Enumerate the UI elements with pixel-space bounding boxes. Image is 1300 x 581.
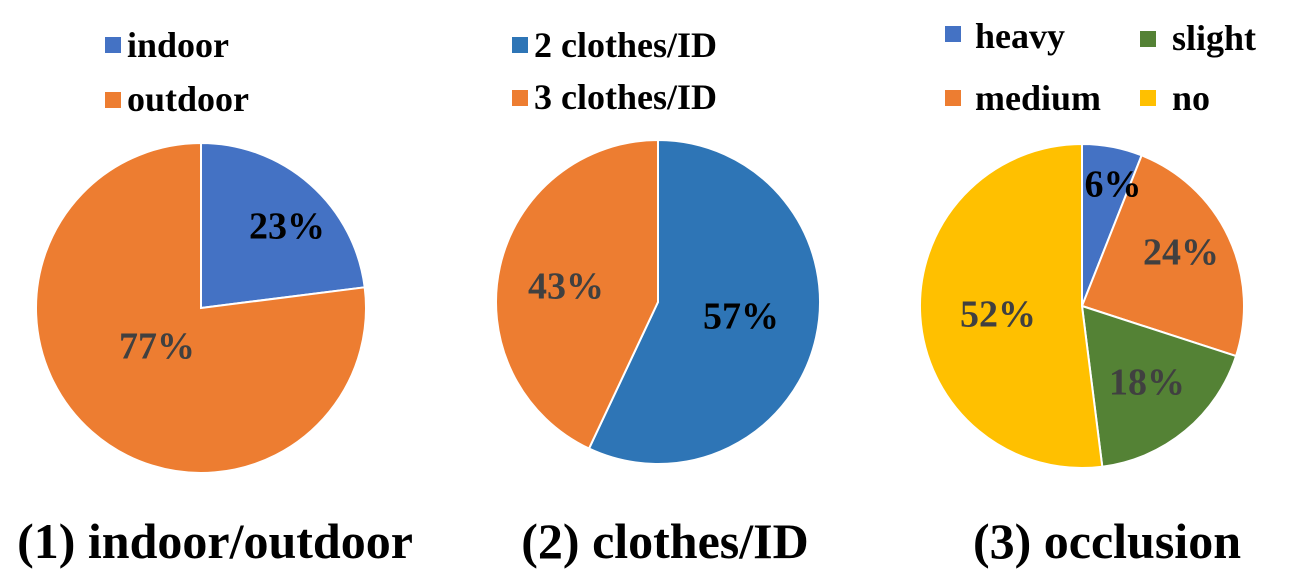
legend-label-outdoor: outdoor bbox=[127, 79, 249, 119]
pie-slice-outdoor bbox=[35, 141, 367, 474]
legend-label-indoor: indoor bbox=[127, 25, 229, 65]
legend-label-medium: medium bbox=[975, 78, 1101, 118]
legend-label-3-clothes-id: 3 clothes/ID bbox=[534, 77, 717, 117]
pie-slice-medium bbox=[1080, 154, 1245, 358]
data-label-indoor: 23% bbox=[249, 206, 325, 248]
data-label-outdoor: 77% bbox=[119, 326, 195, 368]
chart-caption: (2) clothes/ID bbox=[521, 513, 808, 569]
chart-clothes-per-id: 57% 43% 2 clothes/ID 3 clothes/ID (2) clothe… bbox=[495, 25, 821, 569]
pie-slice-indoor bbox=[200, 141, 366, 310]
legend-label-no: no bbox=[1172, 78, 1210, 118]
data-label-medium: 24% bbox=[1143, 232, 1219, 274]
pie-slice-no bbox=[918, 142, 1104, 469]
chart-caption: (1) indoor/outdoor bbox=[17, 513, 413, 569]
data-label-slight: 18% bbox=[1109, 362, 1185, 404]
legend-swatch-no bbox=[1140, 90, 1156, 106]
legend-label-2-clothes-id: 2 clothes/ID bbox=[534, 25, 717, 65]
chart-occlusion: 6%24% 18% 52% heavy medium slight no (3) occlus… bbox=[918, 16, 1256, 569]
chart-indoor-outdoor: 23% 77% indoor outdoor (1) indoor/outdoor bbox=[17, 25, 413, 569]
legend-label-heavy: heavy bbox=[975, 16, 1065, 56]
data-label-heavy: 6% bbox=[1085, 164, 1142, 206]
legend-swatch-indoor bbox=[105, 37, 121, 53]
data-label-no: 52% bbox=[960, 294, 1036, 336]
legend-swatch-medium bbox=[945, 90, 961, 106]
legend-swatch-heavy bbox=[945, 26, 961, 42]
legend-swatch-slight bbox=[1140, 31, 1156, 47]
pie-slice-2-clothes-id bbox=[587, 138, 821, 465]
legend-swatch-2-clothes-id bbox=[512, 37, 528, 53]
legend-label-slight: slight bbox=[1172, 18, 1256, 58]
pie-slice-slight bbox=[1080, 304, 1238, 468]
legend-swatch-outdoor bbox=[105, 92, 121, 108]
legend-swatch-3-clothes-id bbox=[512, 90, 528, 106]
pie-slice-3-clothes-id bbox=[495, 138, 659, 450]
data-label-2-clothes-id: 57% bbox=[703, 296, 779, 338]
data-label-3-clothes-id: 43% bbox=[528, 266, 604, 308]
chart-caption: (3) occlusion bbox=[973, 513, 1241, 569]
